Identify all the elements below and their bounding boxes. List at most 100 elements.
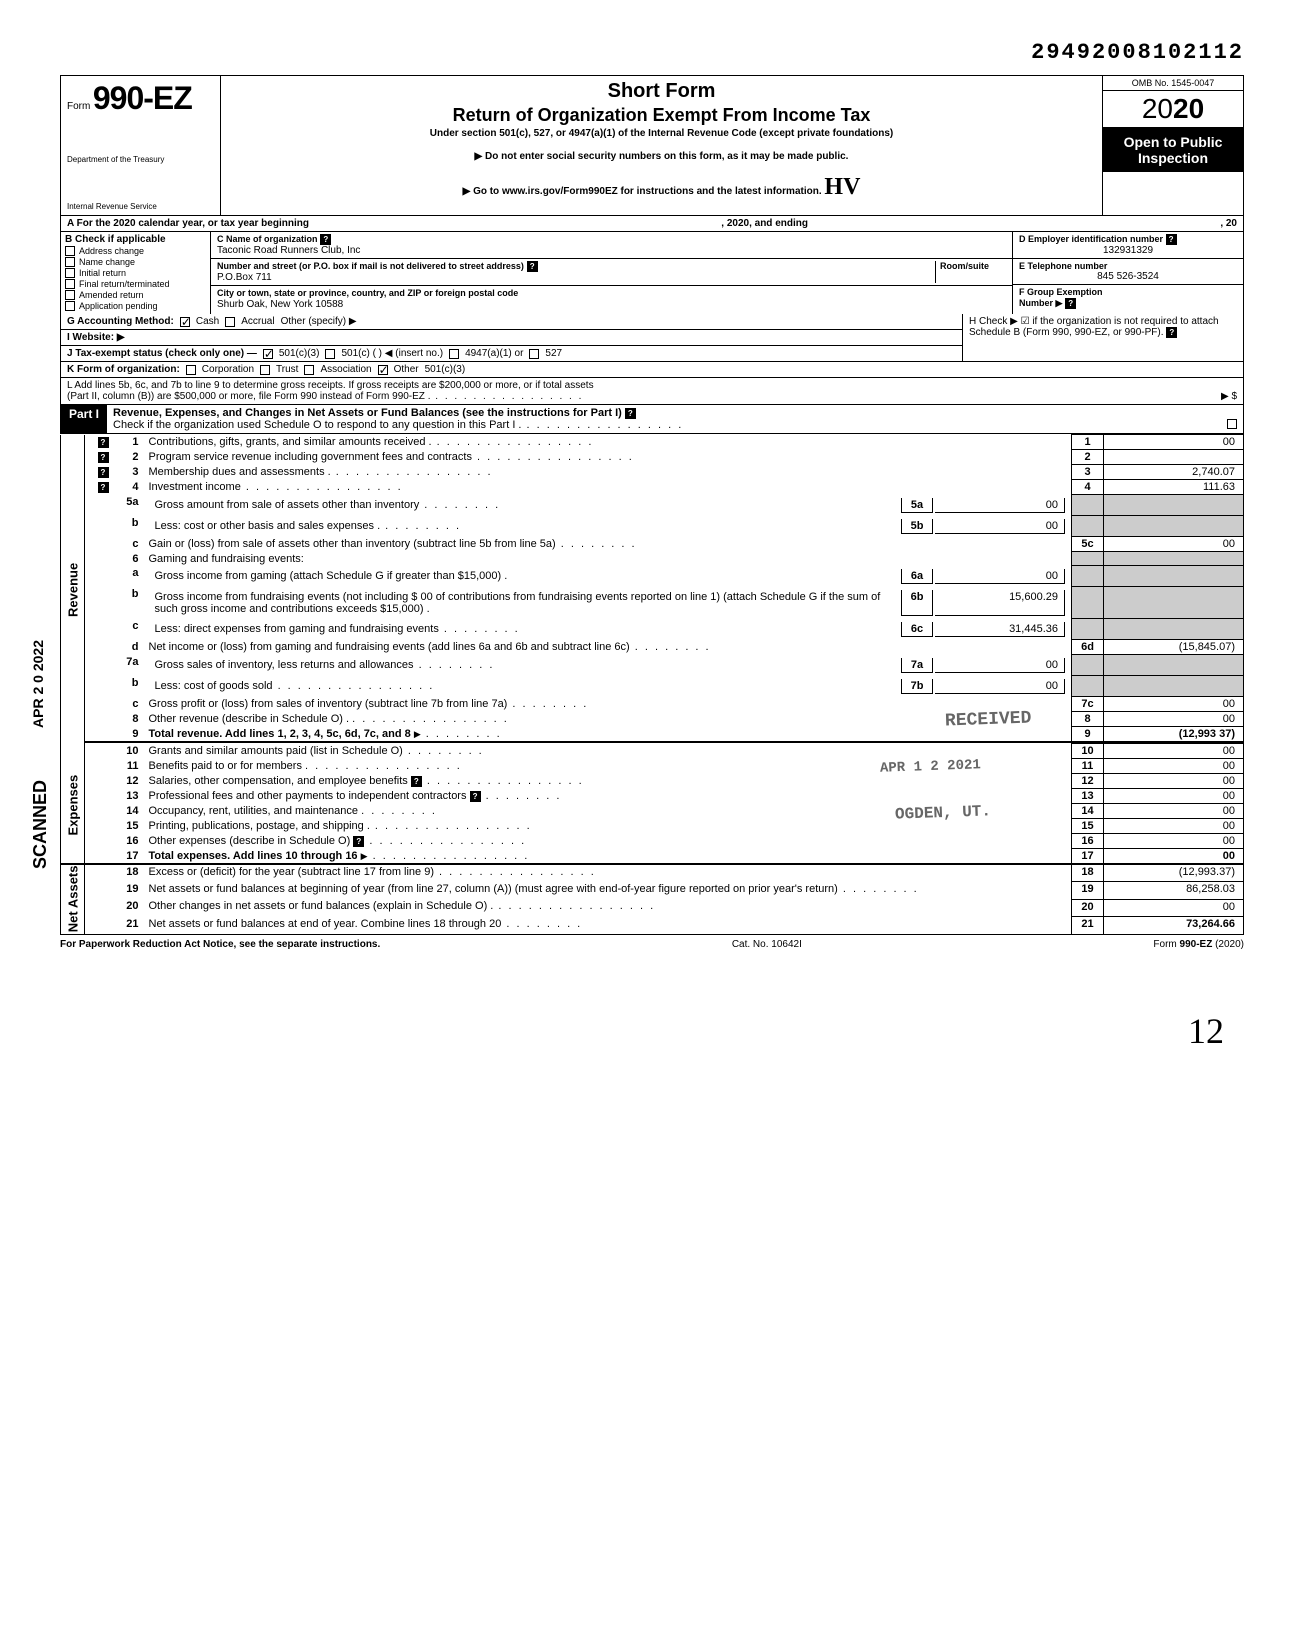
line-16-val: 00 [1104, 834, 1244, 849]
col-b: B Check if applicable Address change Nam… [61, 232, 211, 314]
line-17-endnum: 17 [1072, 849, 1104, 865]
chk-final-return[interactable]: Final return/terminated [65, 279, 206, 289]
apr-date-stamp: APR 1 2 2021 [880, 757, 981, 777]
line-19-val: 86,258.03 [1104, 882, 1244, 899]
line-5b-num: b [115, 516, 145, 537]
line-12-desc: Salaries, other compensation, and employ… [149, 775, 408, 787]
line-1-desc: Contributions, gifts, grants, and simila… [145, 435, 1072, 450]
row-k-label: K Form of organization: [67, 364, 180, 375]
line-15-val: 00 [1104, 819, 1244, 834]
chk-4947[interactable] [449, 349, 459, 359]
k-corp: Corporation [202, 364, 254, 375]
line-9-val: (12,993 37) [1179, 728, 1235, 740]
row-j-label: J Tax-exempt status (check only one) — [67, 348, 257, 359]
row-g-label: G Accounting Method: [67, 316, 174, 327]
chk-corp[interactable] [186, 365, 196, 375]
line-6b-box: 6b [901, 590, 933, 616]
chk-initial-return[interactable]: Initial return [65, 268, 206, 278]
line-5b-desc: Less: cost or other basis and sales expe… [151, 519, 900, 534]
side-label-revenue: Revenue [61, 435, 85, 744]
line-9-desc: Total revenue. Add lines 1, 2, 3, 4, 5c,… [149, 728, 411, 740]
chk-accrual[interactable] [225, 317, 235, 327]
chk-assoc[interactable] [304, 365, 314, 375]
line-17-desc: Total expenses. Add lines 10 through 16 [149, 850, 358, 862]
chk-label-3: Final return/terminated [79, 279, 170, 289]
help-icon[interactable]: ? [1166, 234, 1177, 245]
chk-amended[interactable]: Amended return [65, 290, 206, 300]
line-7b-box: 7b [901, 679, 933, 694]
line-5a-boxval: 00 [935, 498, 1065, 513]
top-barcode-number: 29492008102112 [60, 40, 1244, 65]
chk-label-5: Application pending [79, 301, 158, 311]
instr-website-text: ▶ Go to www.irs.gov/Form990EZ for instru… [463, 186, 822, 197]
line-7a-box: 7a [901, 658, 933, 673]
line-8-val: 00 [1104, 712, 1244, 727]
col-de: D Employer identification number ? 13293… [1013, 232, 1243, 314]
d-ein-label: D Employer identification number ? [1019, 234, 1237, 245]
help-icon[interactable]: ? [353, 836, 364, 847]
form-header: Form 990-EZ Department of the Treasury I… [60, 75, 1244, 216]
line-8-num: 8 [115, 712, 145, 727]
line-14-num: 14 [115, 804, 145, 819]
line-6a-box: 6a [901, 569, 933, 584]
e-phone-label: E Telephone number [1019, 261, 1237, 271]
line-11-desc-cell: Benefits paid to or for members APR 1 2 … [145, 759, 1072, 774]
chk-trust[interactable] [260, 365, 270, 375]
line-6-desc: Gaming and fundraising events: [145, 552, 1072, 566]
line-1-val: 00 [1104, 435, 1244, 450]
chk-schedule-o[interactable] [1227, 419, 1237, 429]
line-14-endnum: 14 [1072, 804, 1104, 819]
help-icon[interactable]: ? [98, 482, 109, 493]
line-17-num: 17 [115, 849, 145, 865]
chk-label-2: Initial return [79, 268, 126, 278]
help-icon[interactable]: ? [1166, 327, 1177, 338]
line-18-desc: Excess or (deficit) for the year (subtra… [145, 864, 1072, 882]
help-icon[interactable]: ? [98, 437, 109, 448]
line-7c-endnum: 7c [1072, 697, 1104, 712]
col-b-header: B Check if applicable [65, 234, 206, 245]
help-icon[interactable]: ? [98, 467, 109, 478]
help-icon[interactable]: ? [470, 791, 481, 802]
line-1-num: 1 [115, 435, 145, 450]
line-8-desc-cell: Other revenue (describe in Schedule O) .… [145, 712, 1072, 727]
chk-address-change[interactable]: Address change [65, 246, 206, 256]
line-20-num: 20 [115, 899, 145, 916]
help-icon[interactable]: ? [320, 234, 331, 245]
line-2-val [1104, 450, 1244, 465]
form-number: 990-EZ [93, 80, 192, 116]
received-stamp: RECEIVED [944, 708, 1031, 731]
line-7c-num: c [115, 697, 145, 712]
help-icon[interactable]: ? [1065, 298, 1076, 309]
line-4-endnum: 4 [1072, 480, 1104, 495]
chk-label-1: Name change [79, 257, 135, 267]
line-5a-desc: Gross amount from sale of assets other t… [151, 498, 900, 513]
instr-no-ssn: ▶ Do not enter social security numbers o… [231, 151, 1092, 162]
line-7c-val: 00 [1104, 697, 1244, 712]
chk-501c[interactable] [325, 349, 335, 359]
chk-cash[interactable] [180, 317, 190, 327]
line-12-endnum: 12 [1072, 774, 1104, 789]
line-8-endnum: 8 [1072, 712, 1104, 727]
help-icon[interactable]: ? [625, 408, 636, 419]
j-opt1: 501(c) ( ) ◀ (insert no.) [341, 348, 443, 359]
org-city: Shurb Oak, New York 10588 [217, 299, 1006, 310]
row-a-left: A For the 2020 calendar year, or tax yea… [67, 218, 309, 229]
line-19-num: 19 [115, 882, 145, 899]
line-20-endnum: 20 [1072, 899, 1104, 916]
chk-501c3[interactable] [263, 349, 273, 359]
line-7a-boxval: 00 [935, 658, 1065, 673]
line-21-endnum: 21 [1072, 917, 1104, 934]
chk-527[interactable] [529, 349, 539, 359]
line-7b-num: b [115, 676, 145, 697]
row-i-label: I Website: ▶ [67, 332, 125, 343]
chk-name-change[interactable]: Name change [65, 257, 206, 267]
row-h: H Check ▶ ☑ if the organization is not r… [963, 314, 1243, 361]
help-icon[interactable]: ? [411, 776, 422, 787]
help-icon[interactable]: ? [527, 261, 538, 272]
chk-app-pending[interactable]: Application pending [65, 301, 206, 311]
footer-mid: Cat. No. 10642I [732, 939, 802, 950]
g-accrual: Accrual [241, 316, 274, 327]
chk-other[interactable] [378, 365, 388, 375]
row-l-end: ▶ $ [1221, 391, 1237, 402]
help-icon[interactable]: ? [98, 452, 109, 463]
